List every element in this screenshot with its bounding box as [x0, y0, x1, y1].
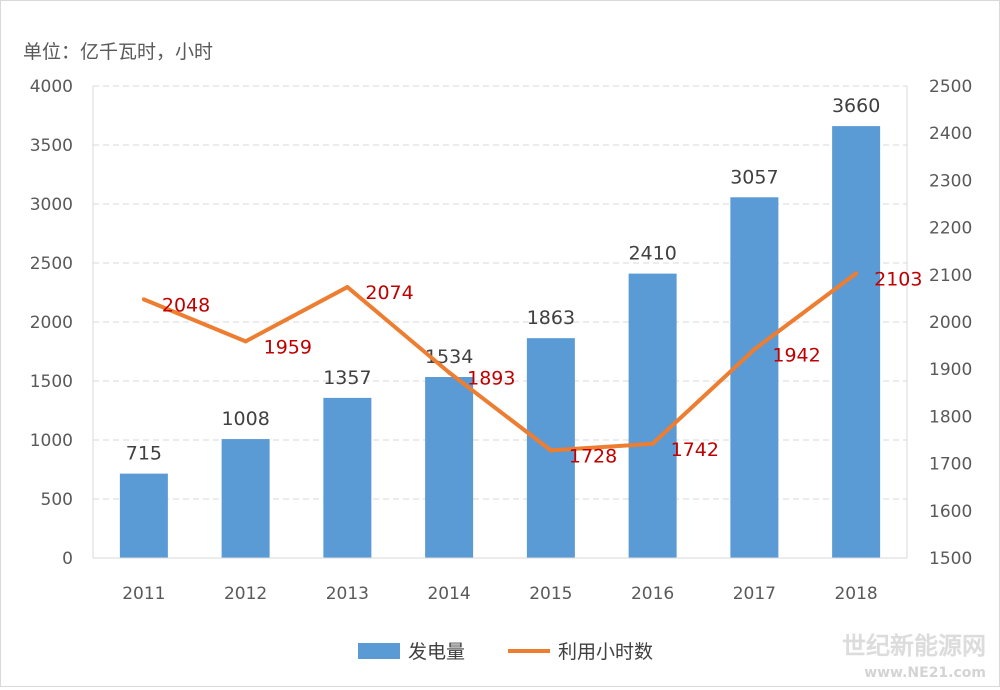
line-data-label: 1728	[569, 445, 617, 467]
unit-label: 单位：亿千瓦时，小时	[23, 41, 213, 63]
left-tick-label: 2500	[30, 254, 73, 274]
x-tick-label: 2011	[122, 584, 165, 604]
line-series: 2048 1959 2074 1893 1728 1742 1942 2103	[141, 268, 922, 467]
x-tick-label: 2018	[834, 584, 877, 604]
right-tick-label: 1700	[929, 455, 972, 475]
bar	[425, 376, 474, 558]
right-tick-label: 1600	[929, 502, 972, 522]
right-tick-label: 2200	[929, 219, 972, 239]
line-point	[447, 370, 452, 375]
right-tick-label: 2100	[929, 266, 972, 286]
line-point	[141, 297, 146, 302]
right-tick-label: 1900	[929, 360, 972, 380]
line-path	[143, 271, 858, 453]
bar	[628, 273, 677, 558]
left-tick-label: 1500	[30, 372, 73, 392]
line-point	[752, 347, 757, 352]
right-tick-label: 2400	[929, 124, 972, 144]
watermark-url: www.NE21.com	[864, 665, 986, 681]
right-y-axis: 1500 1600 1700 1800 1900 2000 2100 2200 2300 2400…	[906, 77, 972, 569]
x-tick-label: 2012	[224, 584, 267, 604]
left-tick-label: 500	[41, 490, 73, 510]
bar	[730, 197, 779, 559]
line-data-label: 2048	[162, 294, 210, 316]
left-tick-label: 3000	[30, 195, 73, 215]
right-tick-label: 2000	[929, 313, 972, 333]
bar-data-label: 1357	[323, 367, 371, 389]
right-tick-label: 1500	[929, 549, 972, 569]
left-tick-label: 2000	[30, 313, 73, 333]
x-axis: 2011 2012 2013 2014 2015 2016 2017 2018	[93, 557, 907, 604]
line-point	[548, 448, 553, 453]
line-data-label: 2103	[874, 268, 922, 290]
bar-data-label: 3660	[832, 95, 880, 117]
legend: 发电量 利用小时数	[358, 641, 653, 663]
bar-data-label: 715	[126, 443, 162, 465]
left-tick-label: 0	[62, 549, 73, 569]
x-tick-label: 2013	[326, 584, 369, 604]
line-data-label: 1893	[467, 368, 515, 390]
left-tick-label: 3500	[30, 136, 73, 156]
line-data-label: 2074	[365, 282, 413, 304]
bar-data-label: 3057	[730, 166, 778, 188]
line-point	[345, 285, 350, 290]
line-data-label: 1742	[671, 439, 719, 461]
line-point	[854, 271, 859, 276]
bar	[832, 126, 881, 559]
bar-data-label: 1863	[527, 307, 575, 329]
right-tick-label: 1800	[929, 407, 972, 427]
watermark-title: 世纪新能源网	[842, 632, 986, 660]
bar-data-label: 2410	[628, 243, 676, 265]
x-tick-label: 2015	[529, 584, 572, 604]
line-data-label: 1942	[772, 344, 820, 366]
x-tick-label: 2016	[631, 584, 674, 604]
x-tick-label: 2017	[733, 584, 776, 604]
legend-label-bar: 发电量	[408, 641, 465, 663]
line-data-label: 1959	[264, 336, 312, 358]
bar	[323, 397, 372, 558]
left-tick-label: 4000	[30, 77, 73, 97]
legend-label-line: 利用小时数	[558, 641, 653, 663]
bar	[221, 439, 270, 558]
line-point	[650, 441, 655, 446]
right-tick-label: 2300	[929, 171, 972, 191]
x-tick-label: 2014	[427, 584, 470, 604]
gridlines	[93, 85, 907, 500]
legend-swatch-bar	[358, 643, 400, 659]
right-tick-label: 2500	[929, 77, 972, 97]
bar-data-label: 1008	[221, 408, 269, 430]
line-point	[243, 339, 248, 344]
left-tick-label: 1000	[30, 431, 73, 451]
left-y-axis: 0 500 1000 1500 2000 2500 3000 3500 4000	[30, 77, 94, 569]
bar	[119, 473, 168, 558]
